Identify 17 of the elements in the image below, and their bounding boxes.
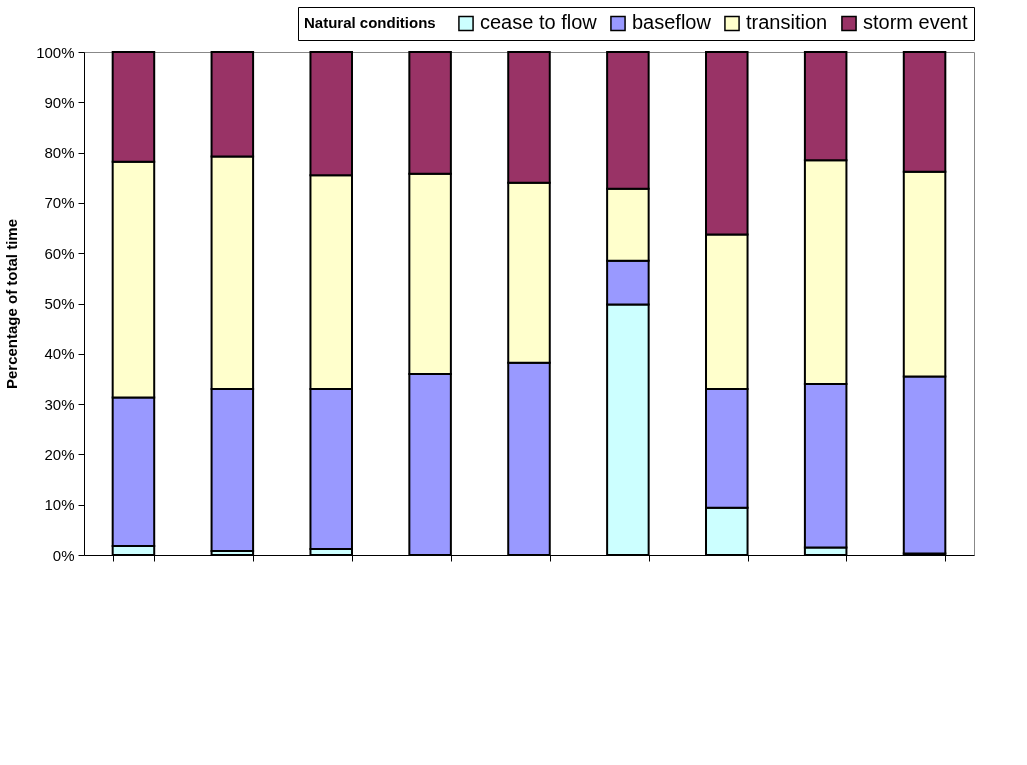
legend-title: Natural conditions [304,14,436,31]
y-tick-label: 10% [44,496,75,514]
y-tick-label: 80% [44,144,75,162]
legend-label: cease to flow [480,11,598,34]
legend-label: baseflow [632,11,712,34]
y-tick-label: 90% [44,93,75,111]
y-axis-title: Percentage of total time [3,218,21,390]
y-tick-label: 0% [52,546,75,564]
y-tick-label: 100% [36,43,75,61]
y-tick-label: 40% [44,345,75,363]
legend-label: transition [746,11,828,34]
y-tick-label: 60% [44,244,75,262]
y-tick-label: 70% [44,194,75,212]
y-tick-label: 50% [44,295,75,312]
y-tick-label: 30% [44,395,75,413]
legend-label: storm event [863,11,968,34]
y-tick-label: 20% [44,445,75,463]
